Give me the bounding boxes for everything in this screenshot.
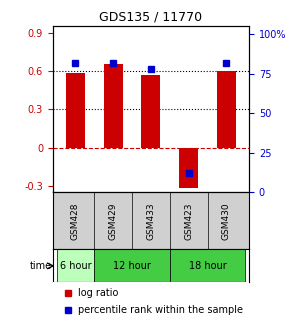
Text: GSM430: GSM430 — [222, 202, 231, 240]
Bar — [179, 147, 198, 188]
FancyBboxPatch shape — [170, 249, 245, 283]
Text: 18 hour: 18 hour — [189, 261, 226, 271]
Text: GSM433: GSM433 — [146, 202, 155, 240]
Text: 12 hour: 12 hour — [113, 261, 151, 271]
Text: GSM428: GSM428 — [71, 202, 80, 240]
Title: GDS135 / 11770: GDS135 / 11770 — [99, 10, 202, 24]
Text: 6 hour: 6 hour — [59, 261, 91, 271]
Text: time: time — [30, 261, 52, 271]
FancyBboxPatch shape — [57, 249, 94, 283]
Text: GSM429: GSM429 — [109, 202, 118, 240]
Text: percentile rank within the sample: percentile rank within the sample — [78, 305, 243, 315]
Bar — [217, 71, 236, 147]
Bar — [142, 75, 160, 147]
FancyBboxPatch shape — [94, 249, 170, 283]
Text: log ratio: log ratio — [78, 288, 119, 298]
Text: GSM423: GSM423 — [184, 202, 193, 240]
Bar — [66, 74, 85, 147]
Bar — [104, 64, 122, 147]
